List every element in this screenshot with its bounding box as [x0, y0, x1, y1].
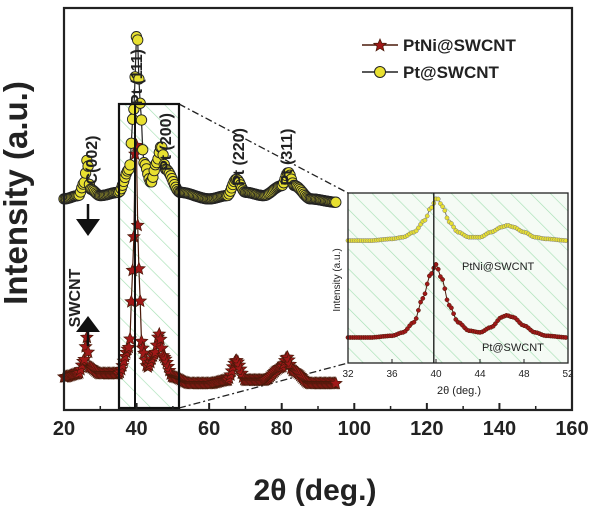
inset-x-tick-label-0: 32 — [342, 369, 354, 380]
inset-label-top: PtNi@SWCNT — [462, 261, 535, 273]
x-tick-label-3: 80 — [271, 418, 293, 440]
x-tick-label-5: 120 — [410, 418, 443, 440]
inset-data-point-1-48 — [451, 311, 456, 317]
inset-frame — [347, 192, 569, 364]
data-point-ptni-77 — [154, 340, 169, 355]
inset-series-group — [345, 196, 569, 340]
inset-label-bottom: Pt@SWCNT — [482, 342, 544, 354]
inset-data-point-1-41 — [435, 266, 441, 272]
inset-data-point-0-38 — [429, 205, 434, 210]
data-point-ptni-55 — [126, 229, 141, 243]
data-point-pt-59 — [133, 73, 145, 85]
inset-y-axis-title: Intensity (a.u.) — [332, 248, 343, 311]
data-point-ptni-19 — [81, 344, 96, 359]
x-axis: 20 40 60 80 100 120 140 160 — [53, 403, 589, 440]
inset-plot: 32 36 40 44 48 52 Intensity (a.u.) 2θ (deg.) … — [332, 192, 574, 397]
x-tick-label-1: 40 — [125, 418, 147, 440]
inset-data-point-0-99 — [563, 238, 569, 243]
inset-data-point-1-35 — [422, 291, 428, 297]
annotation-pt220: Pt (220) — [231, 128, 248, 186]
inset-x-tick-label-3: 44 — [474, 369, 486, 380]
inset-x-tick-label-5: 52 — [562, 369, 574, 380]
inset-data-point-0-47 — [449, 221, 454, 226]
main-series-group — [56, 31, 343, 390]
zoom-connector-bottom — [178, 362, 349, 409]
inset-data-point-0-41 — [435, 196, 441, 202]
inset-x-axis-title: 2θ (deg.) — [437, 385, 481, 397]
inset-data-point-1-44 — [442, 286, 448, 292]
x-tick-label-2: 60 — [198, 418, 220, 440]
inset-data-point-0-35 — [422, 217, 428, 223]
inset-data-point-1-40 — [433, 262, 439, 267]
x-tick-label-6: 140 — [483, 418, 516, 440]
legend-label-ptni: PtNi@SWCNT — [403, 36, 517, 55]
inset-data-point-1-99 — [563, 335, 569, 340]
inset-data-point-1-38 — [429, 271, 434, 276]
x-tick-label-7: 160 — [555, 418, 588, 440]
inset-data-point-0-32 — [416, 225, 421, 231]
inset-data-point-0-44 — [442, 208, 448, 213]
inset-data-point-1-31 — [413, 316, 419, 321]
inset-data-point-0-43 — [440, 204, 445, 209]
inset-data-point-1-30 — [411, 319, 417, 325]
data-point-ptni-214 — [328, 376, 343, 390]
inset-data-point-1-36 — [424, 281, 430, 287]
data-point-ptni-76 — [153, 331, 168, 346]
legend-label-pt: Pt@SWCNT — [403, 63, 500, 82]
inset-data-point-1-34 — [420, 296, 426, 301]
annotation-pt111: Pt (111) — [129, 49, 146, 105]
y-axis-title: Intensity (a.u.) — [0, 81, 34, 305]
inset-data-point-1-33 — [418, 299, 423, 305]
inset-data-point-1-45 — [444, 297, 450, 303]
data-point-pt-58 — [132, 34, 144, 46]
inset-data-point-0-48 — [451, 224, 456, 230]
data-point-pt-62 — [137, 144, 149, 156]
inset-data-point-0-45 — [444, 215, 450, 221]
highlight-region-box — [117, 102, 181, 410]
data-point-pt-61 — [135, 114, 148, 126]
x-tick-label-0: 20 — [53, 418, 75, 440]
legend: PtNi@SWCNT Pt@SWCNT — [362, 36, 517, 82]
zoom-connector-top — [178, 103, 349, 194]
inset-x-tick-label-4: 48 — [518, 369, 530, 380]
inset-data-point-1-32 — [416, 307, 421, 313]
data-point-ptni-51 — [121, 339, 136, 354]
annotation-pt311: Pt (311) — [279, 129, 296, 186]
data-point-pt-53 — [125, 137, 137, 149]
annotation-swcnt: SWCNT — [67, 268, 84, 327]
annotation-pt200: Pt (200) — [158, 113, 175, 171]
data-point-pt-19 — [82, 160, 94, 172]
legend-marker-ptni — [372, 37, 388, 52]
data-point-pt-52 — [124, 159, 136, 171]
inset-data-point-1-47 — [449, 305, 454, 311]
annotation-c002: C(002) — [84, 136, 101, 185]
inset-x-tick-label-1: 36 — [386, 369, 398, 380]
inset-x-axis: 32 36 40 44 48 52 — [342, 359, 574, 380]
down-arrow — [76, 204, 100, 236]
inset-data-point-0-36 — [424, 213, 430, 219]
up-arrow — [76, 316, 100, 346]
legend-marker-pt — [374, 66, 386, 78]
data-point-pt-214 — [330, 196, 342, 208]
data-point-ptni-16 — [77, 352, 92, 366]
x-axis-title: 2θ (deg.) — [254, 474, 377, 507]
inset-data-point-1-43 — [440, 277, 445, 282]
inset-x-tick-label-2: 40 — [430, 369, 442, 380]
x-tick-label-4: 100 — [338, 418, 371, 440]
